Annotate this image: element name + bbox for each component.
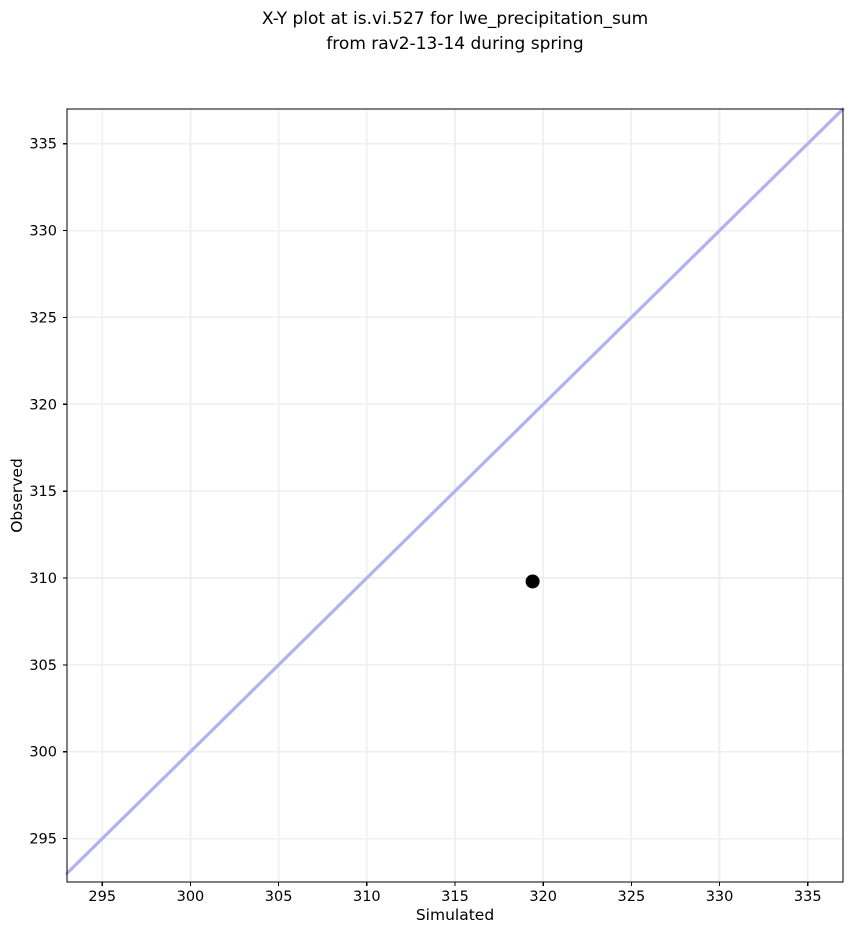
y-tick-label: 300 [29,745,57,761]
y-tick-label: 295 [29,832,57,848]
x-tick-label: 300 [177,889,205,905]
x-tick-label: 305 [265,889,293,905]
chart-title-line1: X-Y plot at is.vi.527 for lwe_precipitat… [261,9,649,29]
x-tick-label: 330 [706,889,734,905]
identity-line [65,107,845,875]
y-tick-label: 315 [29,484,57,500]
y-tick-label: 310 [29,571,57,587]
x-tick-label: 315 [441,889,469,905]
y-axis-label: Observed [8,458,26,533]
y-tick-label: 325 [29,310,57,326]
data-point [525,574,540,589]
y-tick-label: 335 [29,137,57,153]
x-tick-label: 335 [794,889,822,905]
y-tick-label: 320 [29,397,57,413]
x-axis-label: Simulated [416,906,494,924]
y-tick-label: 305 [29,658,57,674]
x-tick-label: 295 [88,889,116,905]
y-tick-label: 330 [29,224,57,240]
x-tick-label: 310 [353,889,381,905]
chart-title-line2: from rav2-13-14 during spring [326,34,584,54]
x-tick-label: 325 [618,889,646,905]
chart-title: X-Y plot at is.vi.527 for lwe_precipitat… [67,7,843,57]
x-tick-label: 320 [529,889,557,905]
